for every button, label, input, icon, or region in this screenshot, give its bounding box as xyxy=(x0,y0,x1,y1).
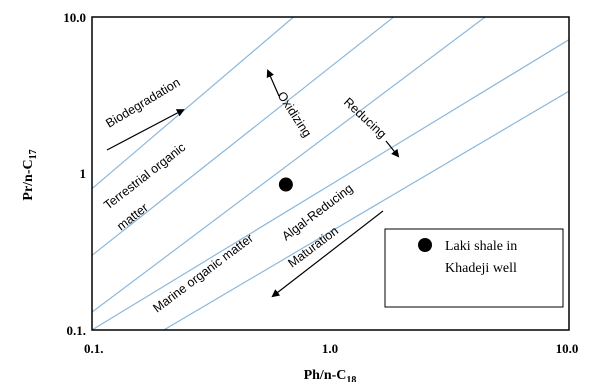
terrestrial-label-line1: Terrestrial organic xyxy=(101,140,188,212)
y-tick-label-top: 10.0 xyxy=(63,10,86,25)
oxidizing-arrow xyxy=(266,69,280,97)
x-tick-label-right: 10.0 xyxy=(556,341,579,356)
marine-label: Marine organic matter xyxy=(150,231,256,315)
guide-line-5 xyxy=(163,90,569,330)
oxidizing-label: Oxidizing xyxy=(274,89,314,140)
legend-marker xyxy=(418,238,432,252)
guide-line-4 xyxy=(92,39,569,330)
y-axis-label: Pr/n-C17 xyxy=(21,149,39,200)
guide-line-2 xyxy=(92,17,395,256)
terrestrial-label-line2: matter xyxy=(114,201,151,234)
x-tick-label-left: 0.1. xyxy=(84,341,104,356)
biodegradation-arrow xyxy=(106,109,185,151)
x-axis-label: Ph/n-C18 xyxy=(304,368,357,382)
legend-label-line2: Khadeji well xyxy=(445,261,517,276)
maturation-arrow xyxy=(271,210,384,298)
y-tick-label-bottom: 0.1. xyxy=(67,323,87,338)
data-point-1 xyxy=(278,177,293,192)
legend-label-line1: Laki shale in xyxy=(445,239,517,254)
data-points xyxy=(278,177,293,192)
x-tick-label-mid: 1.0 xyxy=(322,341,338,356)
reducing-label: Reducing xyxy=(341,95,389,141)
y-tick-label-mid: 1 xyxy=(80,166,87,181)
legend-box xyxy=(384,228,564,308)
legend: Laki shale in Khadeji well xyxy=(384,228,564,308)
x-axis-label-main: Ph/n-C xyxy=(304,368,347,382)
guide-line-3 xyxy=(92,17,486,313)
plot-frame xyxy=(91,16,570,331)
x-axis-label-sub: 18 xyxy=(346,375,356,382)
y-axis-label-sub: 17 xyxy=(28,149,39,159)
guide-line-1 xyxy=(92,17,294,190)
guide-lines xyxy=(92,17,569,330)
reducing-arrow xyxy=(385,140,400,158)
y-axis-label-main: Pr/n-C xyxy=(21,159,36,200)
